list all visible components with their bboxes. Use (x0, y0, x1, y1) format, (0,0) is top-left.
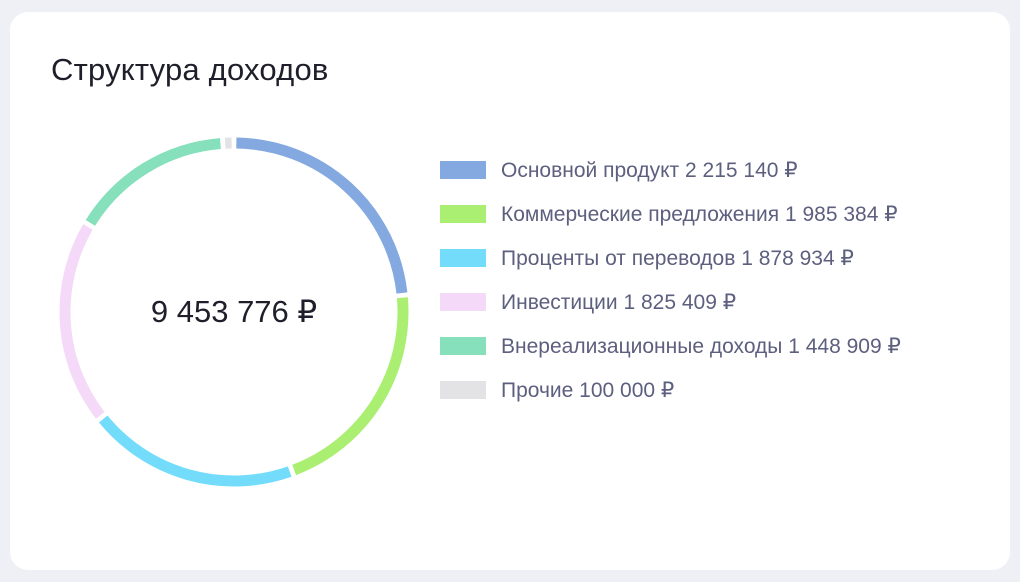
donut-segment-4[interactable] (85, 138, 221, 226)
legend-label: Прочие 100 000 ₽ (501, 378, 674, 403)
legend-label: Основной продукт 2 215 140 ₽ (501, 158, 798, 183)
legend-swatch (440, 205, 486, 223)
legend-series-value: 1 448 909 ₽ (782, 334, 901, 358)
legend-swatch (440, 337, 486, 355)
legend-swatch (440, 249, 486, 267)
legend-item-3[interactable]: Инвестиции 1 825 409 ₽ (440, 280, 901, 324)
legend-series-value: 100 000 ₽ (573, 378, 675, 402)
legend-series-value: 1 985 384 ₽ (779, 202, 898, 226)
legend-label: Проценты от переводов 1 878 934 ₽ (501, 246, 854, 271)
legend-series-value: 1 878 934 ₽ (735, 246, 854, 270)
total-amount: 9 453 776 ₽ (150, 294, 318, 329)
legend-item-5[interactable]: Прочие 100 000 ₽ (440, 368, 901, 412)
card-title: Структура доходов (51, 52, 329, 87)
donut-segment-0[interactable] (236, 137, 408, 294)
legend-series-name: Основной продукт (501, 158, 680, 182)
legend-swatch (440, 381, 486, 399)
legend-item-1[interactable]: Коммерческие предложения 1 985 384 ₽ (440, 192, 901, 236)
legend-swatch (440, 293, 486, 311)
legend-series-value: 1 825 409 ₽ (617, 290, 737, 314)
legend-label: Коммерческие предложения 1 985 384 ₽ (501, 202, 898, 227)
legend-label: Внереализационные доходы 1 448 909 ₽ (501, 334, 901, 359)
legend-series-value: 2 215 140 ₽ (679, 158, 798, 182)
legend-series-name: Внереализационные доходы (501, 334, 783, 358)
donut-svg (59, 137, 409, 487)
donut-chart: 9 453 776 ₽ (56, 134, 412, 490)
donut-segment-3[interactable] (59, 224, 105, 419)
donut-segment-2[interactable] (98, 415, 292, 487)
legend-series-name: Коммерческие предложения (501, 202, 780, 226)
legend-item-4[interactable]: Внереализационные доходы 1 448 909 ₽ (440, 324, 901, 368)
legend-series-name: Инвестиции (501, 290, 618, 314)
donut-segment-1[interactable] (292, 297, 409, 476)
legend-item-2[interactable]: Проценты от переводов 1 878 934 ₽ (440, 236, 901, 280)
legend-label: Инвестиции 1 825 409 ₽ (501, 290, 736, 315)
legend-series-name: Проценты от переводов (501, 246, 736, 270)
income-structure-card: Структура доходов 9 453 776 ₽ Основной п… (10, 12, 1010, 570)
legend-item-0[interactable]: Основной продукт 2 215 140 ₽ (440, 148, 901, 192)
legend-series-name: Прочие (501, 378, 574, 402)
legend-swatch (440, 161, 486, 179)
chart-legend: Основной продукт 2 215 140 ₽ Коммерческие… (440, 148, 901, 412)
